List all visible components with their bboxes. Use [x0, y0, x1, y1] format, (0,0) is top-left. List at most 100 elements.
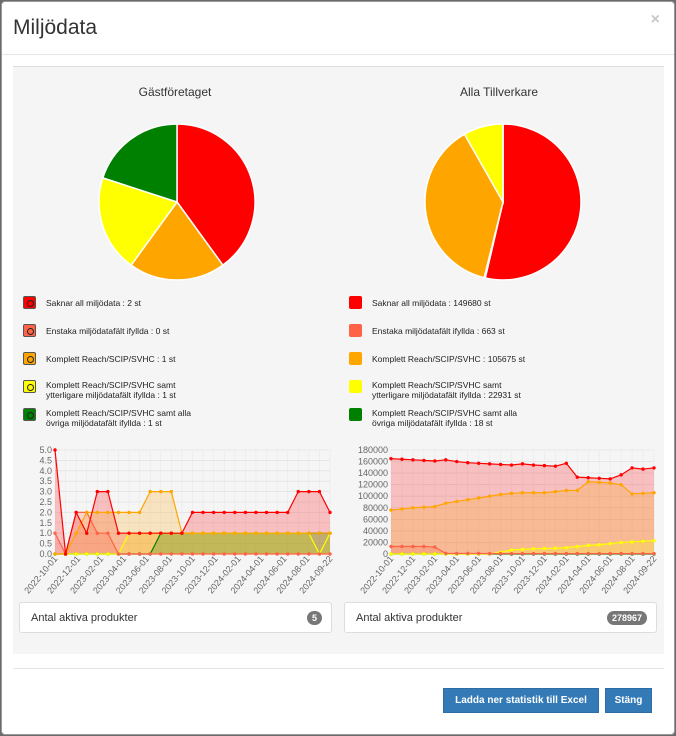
data-point	[487, 462, 492, 466]
legend-label-line: ytterligare miljödatafält ifyllda : 2293…	[372, 390, 521, 400]
pie-slice	[130, 200, 224, 281]
data-point	[95, 489, 100, 494]
y-tick-label: 2.0	[39, 507, 52, 517]
data-point	[509, 548, 514, 552]
legend-label-line: Enstaka miljödatafält ifyllda : 663 st	[372, 326, 505, 336]
data-point	[619, 473, 623, 477]
data-point	[201, 531, 205, 535]
legend-swatch	[349, 380, 362, 393]
series-area	[391, 481, 654, 554]
all-manufacturers-pie-chart	[424, 123, 582, 281]
active-products-label: Antal aktiva produkter	[31, 612, 138, 624]
legend-item: Komplett Reach/SCIP/SVHC samt alla övriga…	[349, 408, 517, 428]
data-point	[564, 551, 569, 556]
legend-item: Saknar all miljödata : 2 st	[23, 296, 141, 309]
data-point	[630, 492, 634, 496]
pie-slice	[176, 123, 256, 267]
data-point	[190, 552, 195, 556]
data-point	[211, 531, 216, 535]
y-tick-label: 0.5	[39, 539, 52, 549]
data-point	[433, 459, 437, 463]
data-point	[159, 531, 163, 535]
data-point	[264, 531, 269, 535]
data-point	[211, 552, 216, 556]
data-point	[597, 551, 601, 556]
host-company-active-products: Antal aktiva produkter 5	[19, 602, 332, 633]
legend-item: Komplett Reach/SCIP/SVHC samt ytterligare…	[349, 380, 521, 400]
series-area	[55, 491, 330, 554]
all-manufacturers-active-products: Antal aktiva produkter 278967	[344, 602, 657, 633]
legend-label: Komplett Reach/SCIP/SVHC : 105675 st	[372, 354, 525, 364]
data-point	[400, 552, 404, 556]
data-point	[422, 458, 426, 463]
data-point	[597, 480, 601, 485]
data-point	[53, 531, 57, 535]
data-point	[411, 458, 415, 462]
data-point	[455, 499, 459, 504]
data-point	[466, 551, 470, 556]
warning-circle-icon	[23, 408, 36, 421]
data-point	[389, 508, 393, 512]
y-tick-label: 40000	[363, 526, 388, 536]
data-point	[433, 552, 437, 556]
data-point	[169, 489, 174, 494]
close-icon[interactable]: ×	[650, 11, 660, 28]
legend-label: Komplett Reach/SCIP/SVHC samt ytterligare…	[46, 380, 176, 400]
data-point	[127, 531, 131, 535]
data-point	[444, 458, 448, 462]
data-point	[411, 552, 415, 556]
data-point	[630, 466, 634, 470]
data-point	[433, 545, 437, 549]
data-point	[285, 552, 290, 556]
host-company-trend-chart: 0.00.51.01.52.02.53.03.54.04.55.02022-10…	[22, 445, 334, 596]
data-point	[222, 531, 226, 535]
data-point	[542, 551, 547, 556]
data-point	[285, 531, 290, 535]
pie-slice	[98, 176, 179, 267]
data-point	[328, 531, 332, 535]
data-point	[296, 489, 300, 494]
legend-swatch	[349, 324, 362, 337]
legend-label-line: övriga miljödatafält ifyllda : 1 st	[46, 418, 162, 428]
data-point	[455, 551, 459, 556]
data-point	[233, 510, 237, 515]
data-point	[275, 510, 279, 515]
data-point	[85, 510, 89, 515]
data-point	[95, 510, 100, 515]
data-point	[422, 544, 426, 549]
close-button[interactable]: Stäng	[605, 688, 652, 713]
legend-label-line: Komplett Reach/SCIP/SVHC samt	[372, 380, 502, 390]
data-point	[275, 552, 279, 556]
data-point	[575, 475, 579, 479]
data-point	[597, 476, 601, 481]
data-point	[180, 531, 184, 535]
legend-label: Komplett Reach/SCIP/SVHC samt alla övriga…	[372, 408, 517, 428]
data-point	[317, 489, 322, 494]
legend-label: Enstaka miljödatafält ifyllda : 663 st	[372, 326, 505, 336]
data-point	[180, 552, 184, 556]
data-point	[553, 489, 558, 494]
legend-label-line: Komplett Reach/SCIP/SVHC samt	[46, 380, 176, 390]
data-point	[159, 552, 163, 556]
legend-label-line: ytterligare miljödatafält ifyllda : 1 st	[46, 390, 176, 400]
data-point	[400, 457, 404, 461]
data-point	[328, 510, 332, 515]
data-point	[254, 552, 258, 556]
data-point	[531, 463, 536, 467]
data-point	[243, 531, 248, 535]
download-excel-button[interactable]: Ladda ner statistik till Excel	[443, 688, 599, 713]
data-point	[520, 462, 525, 466]
data-point	[553, 546, 558, 550]
data-point	[106, 552, 110, 556]
data-point	[422, 505, 426, 509]
data-point	[148, 489, 152, 494]
data-point	[433, 504, 437, 509]
data-point	[85, 531, 89, 535]
data-point	[137, 531, 142, 535]
legend-label: Enstaka miljödatafält ifyllda : 0 st	[46, 326, 169, 336]
y-tick-label: 180000	[358, 445, 388, 455]
y-tick-label: 140000	[358, 468, 388, 478]
legend-label-line: Saknar all miljödata : 149680 st	[372, 298, 491, 308]
data-point	[400, 507, 404, 511]
data-point	[211, 510, 216, 515]
